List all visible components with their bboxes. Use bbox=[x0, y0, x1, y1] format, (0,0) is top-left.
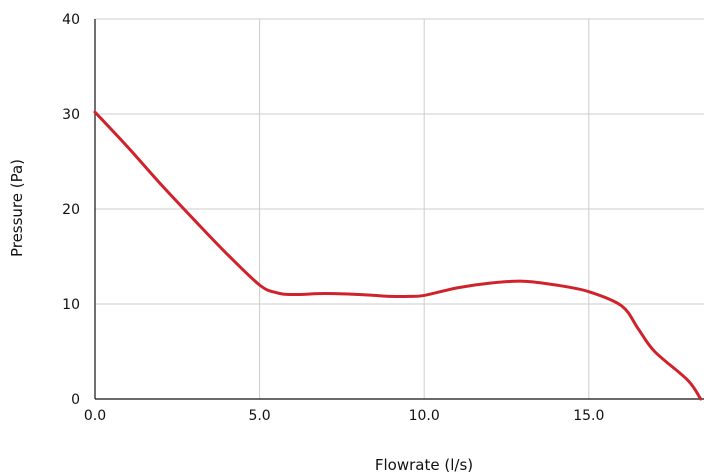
y-tick-label-30: 30 bbox=[62, 107, 80, 123]
series-line-0 bbox=[93, 110, 703, 401]
series-layer bbox=[93, 110, 703, 401]
x-tick-label-10.0: 10.0 bbox=[409, 408, 440, 424]
y-tick-label-40: 40 bbox=[62, 12, 80, 28]
y-axis-label: Pressure (Pa) bbox=[8, 159, 26, 257]
tick-labels: 0 10 20 30 40 0.0 5.0 10.0 15.0 bbox=[62, 12, 604, 424]
y-tick-label-10: 10 bbox=[62, 297, 80, 313]
axis-layer bbox=[94, 19, 704, 400]
y-tick-label-20: 20 bbox=[62, 202, 80, 218]
x-tick-label-15.0: 15.0 bbox=[573, 408, 604, 424]
x-tick-label-5.0: 5.0 bbox=[248, 408, 270, 424]
y-tick-label-0: 0 bbox=[71, 392, 80, 408]
x-axis-label: Flowrate (l/s) bbox=[375, 456, 473, 474]
grid-layer bbox=[95, 18, 704, 399]
x-tick-label-0.0: 0.0 bbox=[84, 408, 106, 424]
